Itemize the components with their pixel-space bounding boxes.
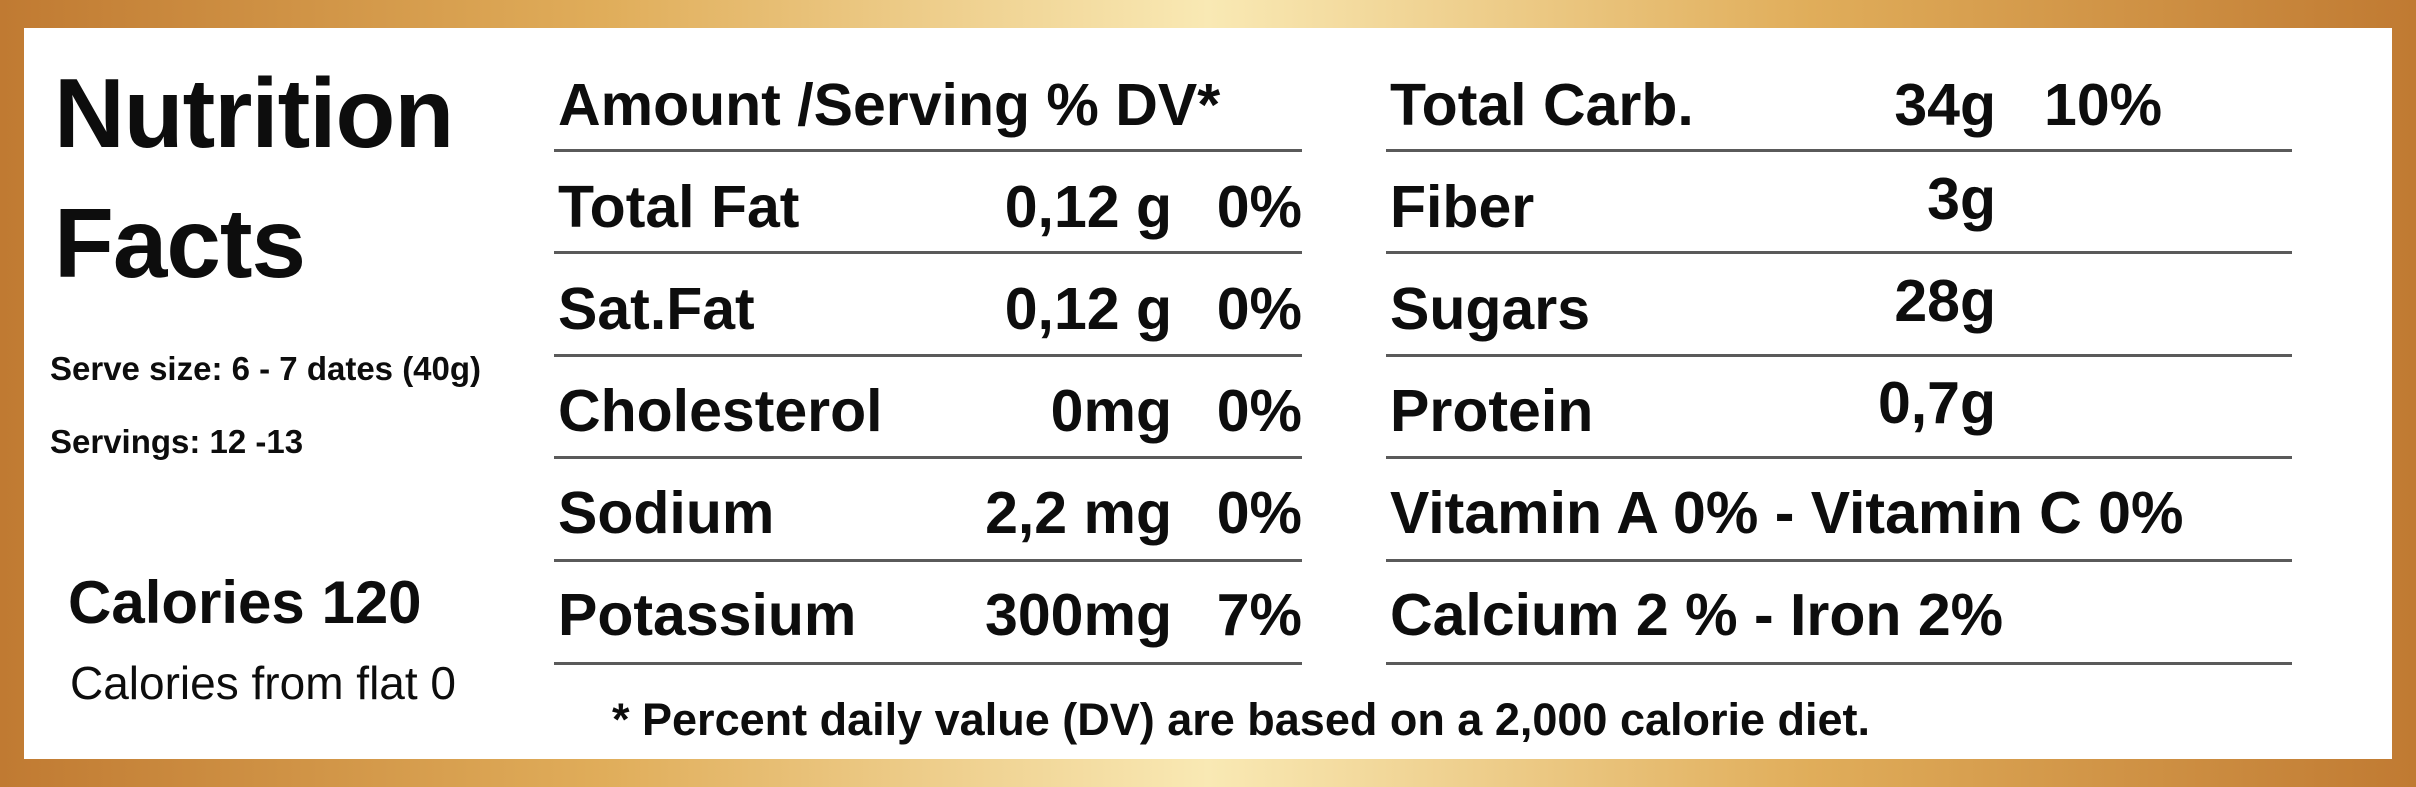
nutrient-amount: 0mg (1050, 378, 1172, 444)
nutrient-name: Sodium (558, 480, 775, 546)
divider (554, 456, 1302, 459)
nutrient-amount: 300mg (985, 582, 1172, 648)
nutrient-amount: 34g (1894, 72, 1996, 138)
nutrient-name: Sugars (1390, 276, 1591, 342)
amount-serving-header: Amount /Serving % DV* (558, 72, 1221, 138)
divider (554, 149, 1302, 152)
divider (554, 251, 1302, 254)
nutrient-name: Fiber (1390, 174, 1535, 240)
nutrient-name: Protein (1390, 378, 1594, 444)
divider (1386, 149, 2292, 152)
nutrient-amount: 0,7g (1877, 370, 1996, 436)
divider (1386, 662, 2292, 665)
nutrient-amount: 0,12 g (1004, 276, 1172, 342)
divider (1386, 251, 2292, 254)
divider (554, 662, 1302, 665)
nutrient-amount: 28g (1894, 268, 1996, 334)
nutrient-dv: 0% (1216, 174, 1302, 240)
nutrient-name: Cholesterol (558, 378, 883, 444)
nutrient-name: Sat.Fat (558, 276, 755, 342)
minerals-line: Calcium 2 % - Iron 2% (1390, 582, 2004, 648)
divider (554, 559, 1302, 562)
nutrient-name: Potassium (558, 582, 857, 648)
divider (1386, 354, 2292, 357)
nutrient-dv: 0% (1216, 480, 1302, 546)
nutrient-dv: 7% (1216, 582, 1302, 648)
calories-from-fat: Calories from flat 0 (70, 657, 457, 709)
nutrient-amount: 0,12 g (1004, 174, 1172, 240)
nutrient-name: Total Carb. (1390, 72, 1694, 138)
title-nutrition: Nutrition (54, 58, 454, 168)
divider (1386, 559, 2292, 562)
nutrient-amount: 2,2 mg (985, 480, 1172, 546)
nutrient-name: Total Fat (558, 174, 800, 240)
nutrient-amount: 3g (1927, 166, 1996, 232)
nutrition-panel: Nutrition Facts Serve size: 6 - 7 dates … (24, 28, 2392, 759)
divider (1386, 456, 2292, 459)
divider (554, 354, 1302, 357)
footnote: * Percent daily value (DV) are based on … (612, 694, 1871, 745)
servings: Servings: 12 -13 (50, 423, 304, 460)
nutrient-dv: 0% (1216, 276, 1302, 342)
calories: Calories 120 (68, 569, 422, 636)
serve-size: Serve size: 6 - 7 dates (40g) (50, 350, 482, 387)
vitamins-line: Vitamin A 0% - Vitamin C 0% (1390, 480, 2184, 546)
title-facts: Facts (54, 188, 306, 298)
nutrient-dv: 0% (1216, 378, 1302, 444)
nutrient-dv: 10% (2044, 72, 2163, 138)
